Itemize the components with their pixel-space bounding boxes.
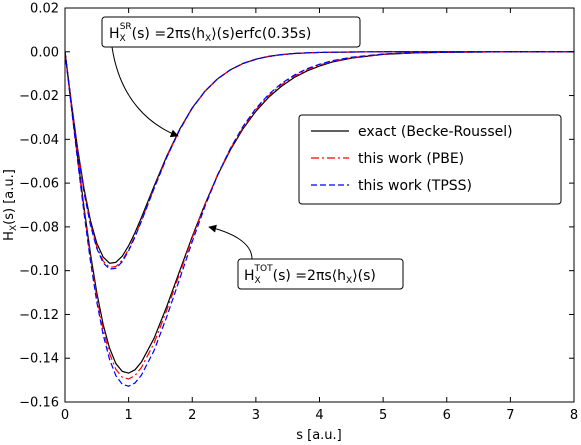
annotation-tot-formula: (s) =2πs⟨h xyxy=(273,268,346,284)
x-tick-label-1: 1 xyxy=(124,408,132,423)
annotation-sr-sup: SR xyxy=(120,22,132,32)
annotation-tot-sup: TOT xyxy=(254,264,274,274)
annotation-tot-arrow xyxy=(208,224,253,260)
annotation-tot-text: HXTOT(s) =2πs⟨hX⟩(s) xyxy=(244,264,376,286)
annotation-sr-formula-sub: X xyxy=(205,34,211,44)
x-tick-label-4: 4 xyxy=(315,408,323,423)
y-axis-label-main: H xyxy=(2,231,17,241)
annotation-tot-symbol: H xyxy=(244,268,255,284)
annotation-tot-formula-sub: X xyxy=(346,276,352,286)
y-tick-label-1: 0.00 xyxy=(30,45,59,60)
annotation-tot-formula-rest: ⟩(s) xyxy=(352,268,376,284)
annotation-sr-arrow xyxy=(111,46,179,138)
y-axis-label-sub: X xyxy=(9,225,19,231)
x-tick-label-0: 0 xyxy=(61,408,69,423)
series-line-tot-dashdot-4 xyxy=(65,51,574,380)
annotation-tot-sub: X xyxy=(255,276,261,286)
y-tick-label-0: 0.02 xyxy=(30,2,59,17)
y-tick-label-3: −0.04 xyxy=(19,133,59,148)
legend-box xyxy=(298,114,562,205)
x-tick-label-8: 8 xyxy=(570,408,578,423)
y-tick-label-8: −0.14 xyxy=(19,352,59,367)
y-tick-label-6: −0.10 xyxy=(19,264,59,279)
annotation-sr-sub: X xyxy=(120,34,126,44)
annotation-sr-text: HXSR(s) =2πs⟨hX⟩(s)erfc(0.35s) xyxy=(109,22,311,44)
y-tick-label-7: −0.12 xyxy=(19,308,59,323)
legend: exact (Becke-Roussel) this work (PBE) th… xyxy=(298,114,562,205)
series-line-tot-dashed-5 xyxy=(65,51,574,387)
y-tick-label-9: −0.16 xyxy=(19,396,59,411)
annotation-sr: HXSR(s) =2πs⟨hX⟩(s)erfc(0.35s) xyxy=(101,16,361,138)
legend-label-tpss: this work (TPSS) xyxy=(358,178,472,194)
y-tick-label-4: −0.06 xyxy=(19,177,59,192)
annotation-tot-box xyxy=(237,258,404,290)
annotation-sr-symbol: H xyxy=(109,26,120,42)
x-tick-label-6: 6 xyxy=(443,408,451,423)
legend-label-pbe: this work (PBE) xyxy=(358,151,464,167)
x-tick-label-2: 2 xyxy=(188,408,196,423)
x-axis-label: s [a.u.] xyxy=(296,428,342,443)
legend-label-exact: exact (Becke-Roussel) xyxy=(358,124,513,140)
annotation-sr-formula-rest: ⟩(s)erfc(0.35s) xyxy=(211,26,311,42)
y-tick-label-2: −0.02 xyxy=(19,89,59,104)
annotation-tot: HXTOT(s) =2πs⟨hX⟩(s) xyxy=(208,224,404,290)
series-line-sr-dashed-2 xyxy=(65,51,574,270)
y-axis-label: HX(s) [a.u.] xyxy=(2,169,19,241)
ticks-layer: 0 1 2 3 4 5 6 7 8 0.02 0.00 −0.02 −0.04 −0.06 −0.08 −0.… xyxy=(19,2,578,424)
y-tick-label-5: −0.08 xyxy=(19,220,59,235)
annotation-sr-box xyxy=(101,16,361,48)
x-tick-label-5: 5 xyxy=(379,408,387,423)
y-axis-label-rest: (s) [a.u.] xyxy=(2,169,17,225)
annotation-sr-formula: (s) =2πs⟨h xyxy=(132,26,205,42)
series-layer xyxy=(65,51,574,387)
x-tick-label-7: 7 xyxy=(506,408,514,423)
x-tick-label-3: 3 xyxy=(252,408,260,423)
